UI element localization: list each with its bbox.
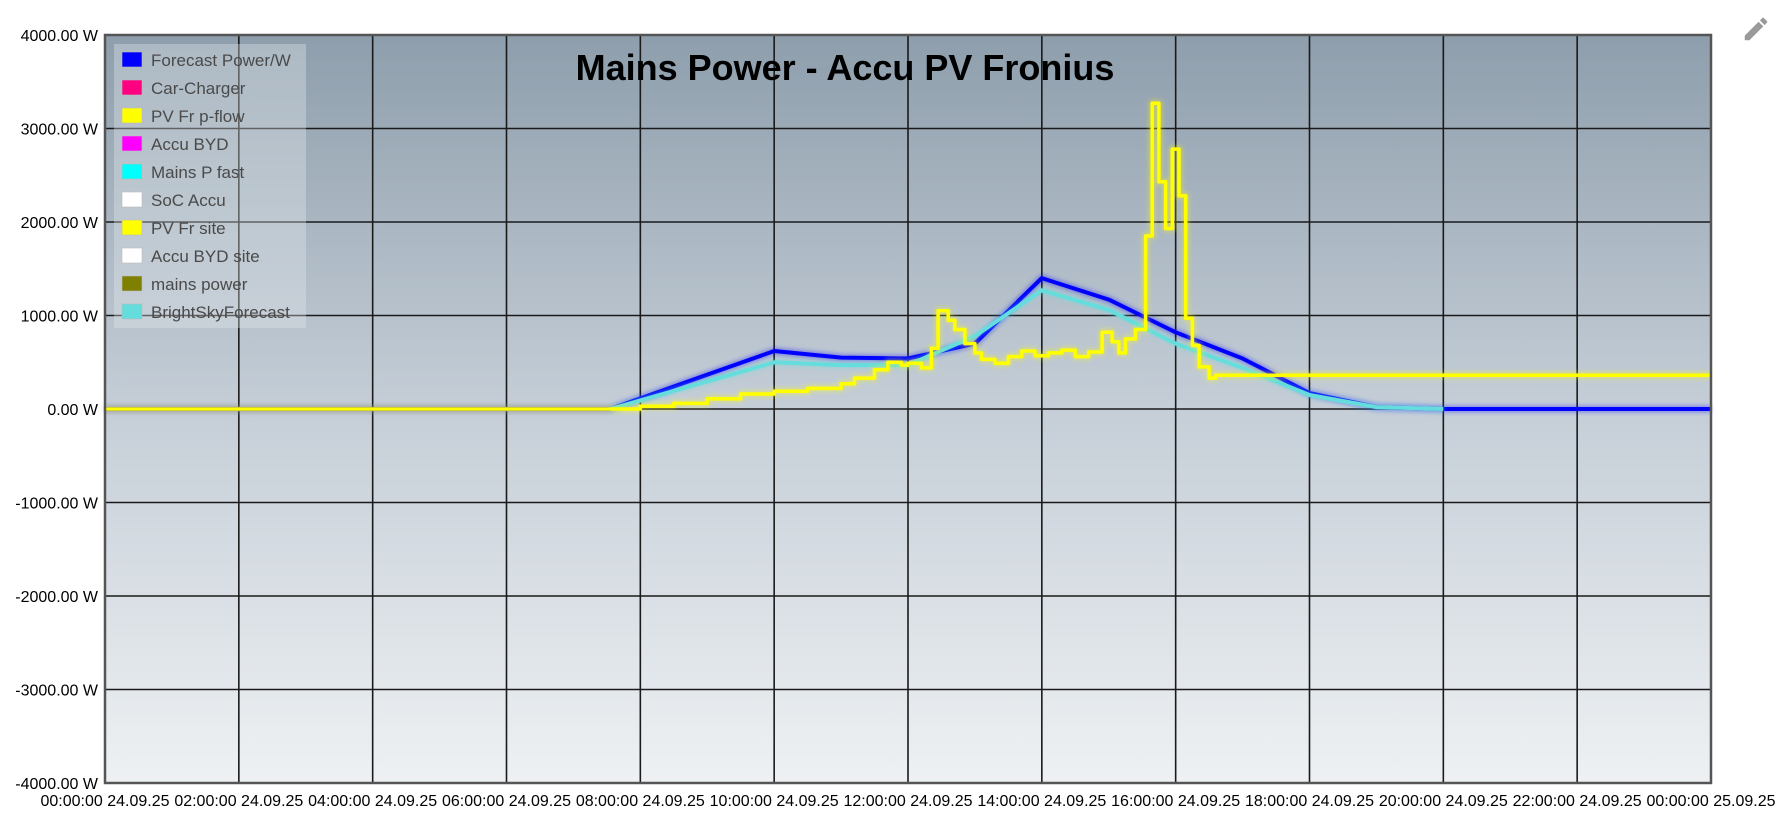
legend-label: BrightSkyForecast	[151, 303, 290, 322]
legend-label: Accu BYD	[151, 135, 228, 154]
legend-label: SoC Accu	[151, 191, 226, 210]
y-tick-label: 0.00 W	[47, 402, 99, 419]
legend-item[interactable]: BrightSkyForecast	[121, 303, 290, 322]
x-tick-label: 10:00:00 24.09.25	[710, 793, 839, 810]
y-tick-label: -3000.00 W	[15, 683, 99, 700]
x-tick-label: 14:00:00 24.09.25	[977, 793, 1106, 810]
x-tick-label: 08:00:00 24.09.25	[576, 793, 705, 810]
series-line-pv-fr-site	[105, 101, 1711, 411]
legend-swatch	[121, 275, 143, 292]
legend-swatch	[121, 107, 143, 124]
legend-label: mains power	[151, 275, 248, 294]
x-tick-label: 02:00:00 24.09.25	[174, 793, 303, 810]
y-tick-label: 4000.00 W	[21, 28, 99, 45]
plot-border	[103, 33, 1713, 785]
legend-swatch	[121, 79, 143, 96]
series-line-brightskyforecast	[609, 288, 1444, 411]
x-tick-label: 12:00:00 24.09.25	[843, 793, 972, 810]
x-tick-label: 00:00:00 24.09.25	[40, 793, 169, 810]
legend-item[interactable]: Accu BYD site	[121, 247, 260, 266]
legend-box	[114, 44, 306, 328]
legend-item[interactable]: Forecast Power/W	[121, 51, 291, 70]
y-tick-label: -4000.00 W	[15, 776, 99, 793]
x-tick-label: 04:00:00 24.09.25	[308, 793, 437, 810]
legend-item[interactable]: Car-Charger	[121, 79, 246, 98]
legend-label: PV Fr site	[151, 219, 226, 238]
legend-label: Mains P fast	[151, 163, 245, 182]
y-tick-label: 1000.00 W	[21, 309, 99, 326]
x-tick-label: 22:00:00 24.09.25	[1513, 793, 1642, 810]
legend-swatch	[121, 135, 143, 152]
y-axis: 4000.00 W 3000.00 W 2000.00 W 1000.00 W 0.00…	[15, 28, 99, 793]
legend-swatch	[121, 51, 143, 68]
legend[interactable]: Forecast Power/W Car-Charger PV Fr p-flow A…	[114, 44, 306, 328]
legend-item[interactable]: PV Fr site	[121, 219, 226, 238]
legend-label: Forecast Power/W	[151, 51, 291, 70]
legend-swatch	[121, 303, 143, 320]
y-tick-label: 2000.00 W	[21, 215, 99, 232]
legend-item[interactable]: PV Fr p-flow	[121, 107, 245, 126]
legend-label: Car-Charger	[151, 79, 246, 98]
y-tick-label: -1000.00 W	[15, 496, 99, 513]
legend-item[interactable]: mains power	[121, 275, 248, 294]
x-axis: 00:00:00 24.09.25 02:00:00 24.09.25 04:00:…	[40, 793, 1775, 810]
pencil-icon	[1744, 17, 1768, 41]
legend-swatch	[121, 191, 143, 208]
legend-swatch	[121, 247, 143, 264]
x-tick-label: 20:00:00 24.09.25	[1379, 793, 1508, 810]
x-tick-label: 16:00:00 24.09.25	[1111, 793, 1240, 810]
y-tick-label: -2000.00 W	[15, 589, 99, 606]
legend-swatch	[121, 163, 143, 180]
y-tick-label: 3000.00 W	[21, 122, 99, 139]
legend-swatch	[121, 219, 143, 236]
legend-label: PV Fr p-flow	[151, 107, 245, 126]
x-tick-label: 00:00:00 25.09.25	[1646, 793, 1775, 810]
series-layer	[105, 99, 1711, 413]
edit-button[interactable]	[1739, 12, 1773, 46]
x-tick-label: 06:00:00 24.09.25	[442, 793, 571, 810]
legend-item[interactable]: Accu BYD	[121, 135, 228, 154]
legend-item[interactable]: Mains P fast	[121, 163, 245, 182]
legend-item[interactable]: SoC Accu	[121, 191, 226, 210]
chart-title: Mains Power - Accu PV Fronius	[576, 47, 1115, 88]
legend-label: Accu BYD site	[151, 247, 260, 266]
x-tick-label: 18:00:00 24.09.25	[1245, 793, 1374, 810]
